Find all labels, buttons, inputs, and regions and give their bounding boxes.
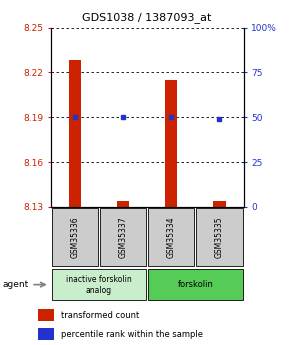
Bar [52, 208, 98, 266]
Bar [117, 201, 129, 207]
Bar [148, 269, 243, 300]
Bar [100, 208, 146, 266]
Text: GSM35337: GSM35337 [119, 216, 128, 258]
Bar [148, 208, 194, 266]
Bar [69, 60, 81, 207]
Text: GDS1038 / 1387093_at: GDS1038 / 1387093_at [82, 12, 212, 23]
Text: transformed count: transformed count [61, 311, 139, 320]
Bar [39, 309, 54, 321]
Text: agent: agent [3, 280, 29, 289]
Text: forskolin: forskolin [177, 280, 213, 289]
Bar [196, 208, 243, 266]
Text: inactive forskolin
analog: inactive forskolin analog [66, 275, 132, 295]
Text: GSM35334: GSM35334 [167, 216, 176, 258]
Text: GSM35335: GSM35335 [215, 216, 224, 258]
Bar [213, 201, 226, 207]
Bar [52, 269, 146, 300]
Bar [165, 80, 177, 207]
Text: GSM35336: GSM35336 [70, 216, 79, 258]
Bar [39, 328, 54, 340]
Text: percentile rank within the sample: percentile rank within the sample [61, 330, 203, 339]
